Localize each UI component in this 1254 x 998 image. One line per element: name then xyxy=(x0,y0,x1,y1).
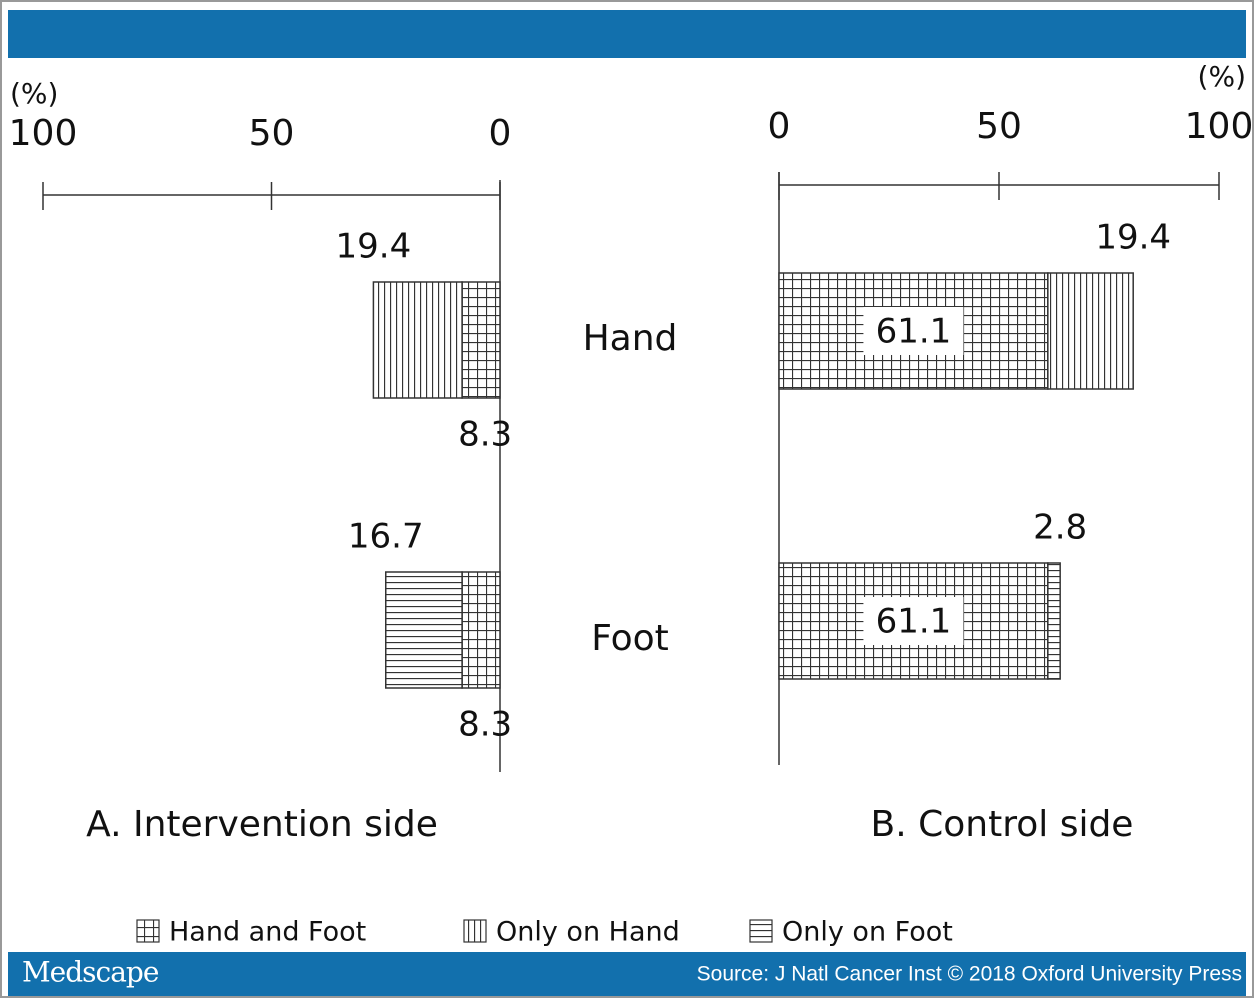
bar-segment xyxy=(372,281,463,399)
bar-segment xyxy=(1047,272,1134,390)
value-label: 61.1 xyxy=(876,602,952,642)
legend-label: Only on Hand xyxy=(496,917,680,948)
label-bg xyxy=(863,307,964,355)
bar-segment xyxy=(1047,562,1061,680)
brand: Medscape xyxy=(22,956,159,989)
x-tick-label: 0 xyxy=(768,106,791,147)
x-tick-label: 0 xyxy=(489,113,512,154)
footer-bar xyxy=(8,952,1246,996)
axis-label: (%) xyxy=(10,77,58,110)
category-label: Hand xyxy=(583,318,678,359)
axis-label: (%) xyxy=(1198,60,1246,93)
x-tick-label: 100 xyxy=(9,113,78,154)
bar-segment xyxy=(461,281,501,399)
bar-segment xyxy=(461,571,501,689)
panel-title: B. Control side xyxy=(871,804,1134,845)
x-tick-label: 50 xyxy=(976,106,1022,147)
legend-swatch xyxy=(136,919,160,943)
legend-label: Hand and Foot xyxy=(169,917,366,948)
source: Source: J Natl Cancer Inst © 2018 Oxford… xyxy=(697,963,1242,986)
bar-segment xyxy=(385,571,463,689)
value-label: 19.4 xyxy=(336,227,412,267)
category-label: Foot xyxy=(591,618,669,659)
value-label: 61.1 xyxy=(876,312,952,352)
label-bg xyxy=(863,597,964,645)
legend-swatch xyxy=(749,919,773,943)
value-label: 8.3 xyxy=(458,705,512,745)
panel-title: A. Intervention side xyxy=(86,804,438,845)
x-tick-label: 50 xyxy=(249,113,295,154)
legend-label: Only on Foot xyxy=(782,917,953,948)
value-label: 2.8 xyxy=(1033,508,1087,548)
x-tick-label: 100 xyxy=(1185,106,1254,147)
header-bar xyxy=(8,10,1246,58)
legend-swatch xyxy=(463,919,487,943)
value-label: 8.3 xyxy=(458,415,512,455)
value-label: 19.4 xyxy=(1095,218,1171,258)
value-label: 16.7 xyxy=(348,517,424,557)
